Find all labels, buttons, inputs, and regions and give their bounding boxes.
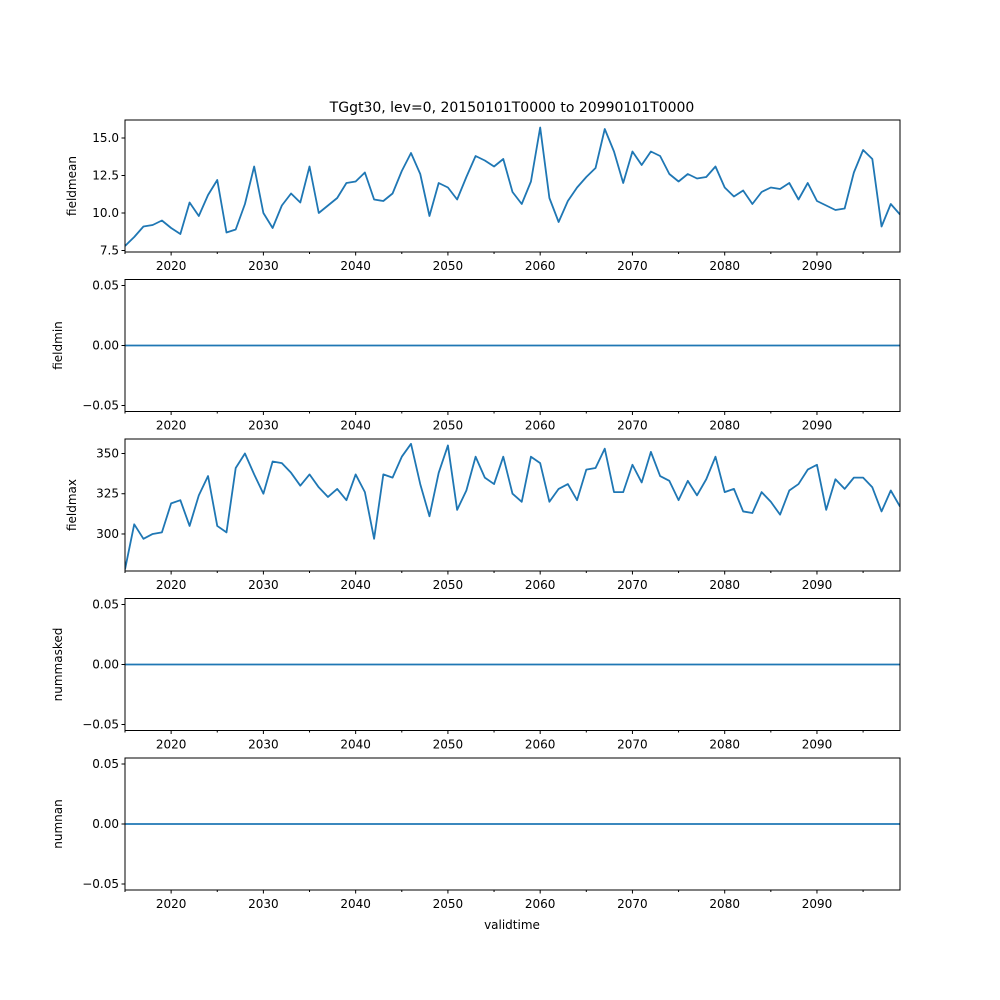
x-tick-label: 2080 <box>709 259 740 273</box>
subplots: 2020 2030 2040 2050 2060 2070 2080 2090 7.5 10.0 1… <box>51 119 901 911</box>
subplot-nummasked: 2020 2030 2040 2050 2060 2070 2080 2090 −0.05 0.0… <box>51 598 901 752</box>
x-tick-label: 2030 <box>248 897 279 911</box>
x-tick-label: 2080 <box>709 419 740 433</box>
y-axis-label: nummasked <box>51 628 65 702</box>
x-tick-label: 2080 <box>709 738 740 752</box>
x-tick-label: 2090 <box>802 897 833 911</box>
x-tick-label: 2070 <box>617 259 648 273</box>
x-tick-label: 2070 <box>617 578 648 592</box>
chart-title: TGgt30, lev=0, 20150101T0000 to 20990101… <box>329 100 695 116</box>
x-tick-label: 2070 <box>617 738 648 752</box>
subplot-fieldmax: 2020 2030 2040 2050 2060 2070 2080 2090 300 325 35… <box>65 438 901 592</box>
series-line-fieldmean <box>125 126 900 247</box>
x-tick-label: 2030 <box>248 578 279 592</box>
x-tick-label: 2090 <box>802 738 833 752</box>
subplot-numnan: 2020 2030 2040 2050 2060 2070 2080 2090 −0.05 0.0… <box>51 757 901 911</box>
subplot-fieldmin: 2020 2030 2040 2050 2060 2070 2080 2090 −0.05 0.0… <box>51 279 901 433</box>
x-tick-label: 2050 <box>433 419 464 433</box>
x-tick-label: 2060 <box>525 578 556 592</box>
x-tick-label: 2050 <box>433 738 464 752</box>
y-tick-label: 350 <box>96 446 119 460</box>
x-tick-label: 2050 <box>433 897 464 911</box>
x-tick-label: 2020 <box>156 419 187 433</box>
y-axis-label: numnan <box>51 799 65 848</box>
x-tick-label: 2080 <box>709 578 740 592</box>
y-tick-label: −0.05 <box>82 399 119 413</box>
x-tick-label: 2060 <box>525 897 556 911</box>
x-tick-label: 2030 <box>248 738 279 752</box>
x-tick-label: 2040 <box>340 897 371 911</box>
x-tick-label: 2040 <box>340 738 371 752</box>
y-tick-label: 0.05 <box>92 757 119 771</box>
y-tick-label: 0.05 <box>92 279 119 293</box>
y-tick-label: 0.00 <box>92 817 119 831</box>
series-line-fieldmax <box>125 442 900 570</box>
x-tick-label: 2020 <box>156 738 187 752</box>
x-tick-label: 2040 <box>340 259 371 273</box>
y-tick-label: 0.00 <box>92 339 119 353</box>
axes-frame <box>124 438 901 572</box>
x-tick-label: 2080 <box>709 897 740 911</box>
x-tick-label: 2040 <box>340 419 371 433</box>
x-tick-label: 2050 <box>433 259 464 273</box>
axes-frame <box>124 119 901 253</box>
x-tick-label: 2090 <box>802 259 833 273</box>
y-tick-label: −0.05 <box>82 718 119 732</box>
x-tick-label: 2040 <box>340 578 371 592</box>
y-tick-label: 0.05 <box>92 598 119 612</box>
x-tick-label: 2060 <box>525 259 556 273</box>
y-tick-label: 10.0 <box>92 206 119 220</box>
x-tick-label: 2030 <box>248 419 279 433</box>
y-tick-label: −0.05 <box>82 877 119 891</box>
y-tick-label: 7.5 <box>100 244 119 258</box>
x-tick-label: 2020 <box>156 578 187 592</box>
y-axis-label: fieldmin <box>51 321 65 370</box>
x-tick-label: 2070 <box>617 419 648 433</box>
y-tick-label: 325 <box>96 487 119 501</box>
x-axis-label: validtime <box>484 918 540 932</box>
x-tick-label: 2090 <box>802 419 833 433</box>
y-axis-label: fieldmax <box>65 479 79 531</box>
x-tick-label: 2020 <box>156 897 187 911</box>
x-tick-label: 2060 <box>525 419 556 433</box>
x-tick-label: 2030 <box>248 259 279 273</box>
x-tick-label: 2050 <box>433 578 464 592</box>
x-tick-label: 2070 <box>617 897 648 911</box>
y-axis-label: fieldmean <box>65 156 79 216</box>
y-tick-label: 15.0 <box>92 131 119 145</box>
y-tick-label: 12.5 <box>92 169 119 183</box>
x-tick-label: 2060 <box>525 738 556 752</box>
subplot-fieldmean: 2020 2030 2040 2050 2060 2070 2080 2090 7.5 10.0 1… <box>65 119 901 273</box>
y-tick-label: 0.00 <box>92 658 119 672</box>
x-tick-label: 2020 <box>156 259 187 273</box>
y-tick-label: 300 <box>96 527 119 541</box>
x-tick-label: 2090 <box>802 578 833 592</box>
